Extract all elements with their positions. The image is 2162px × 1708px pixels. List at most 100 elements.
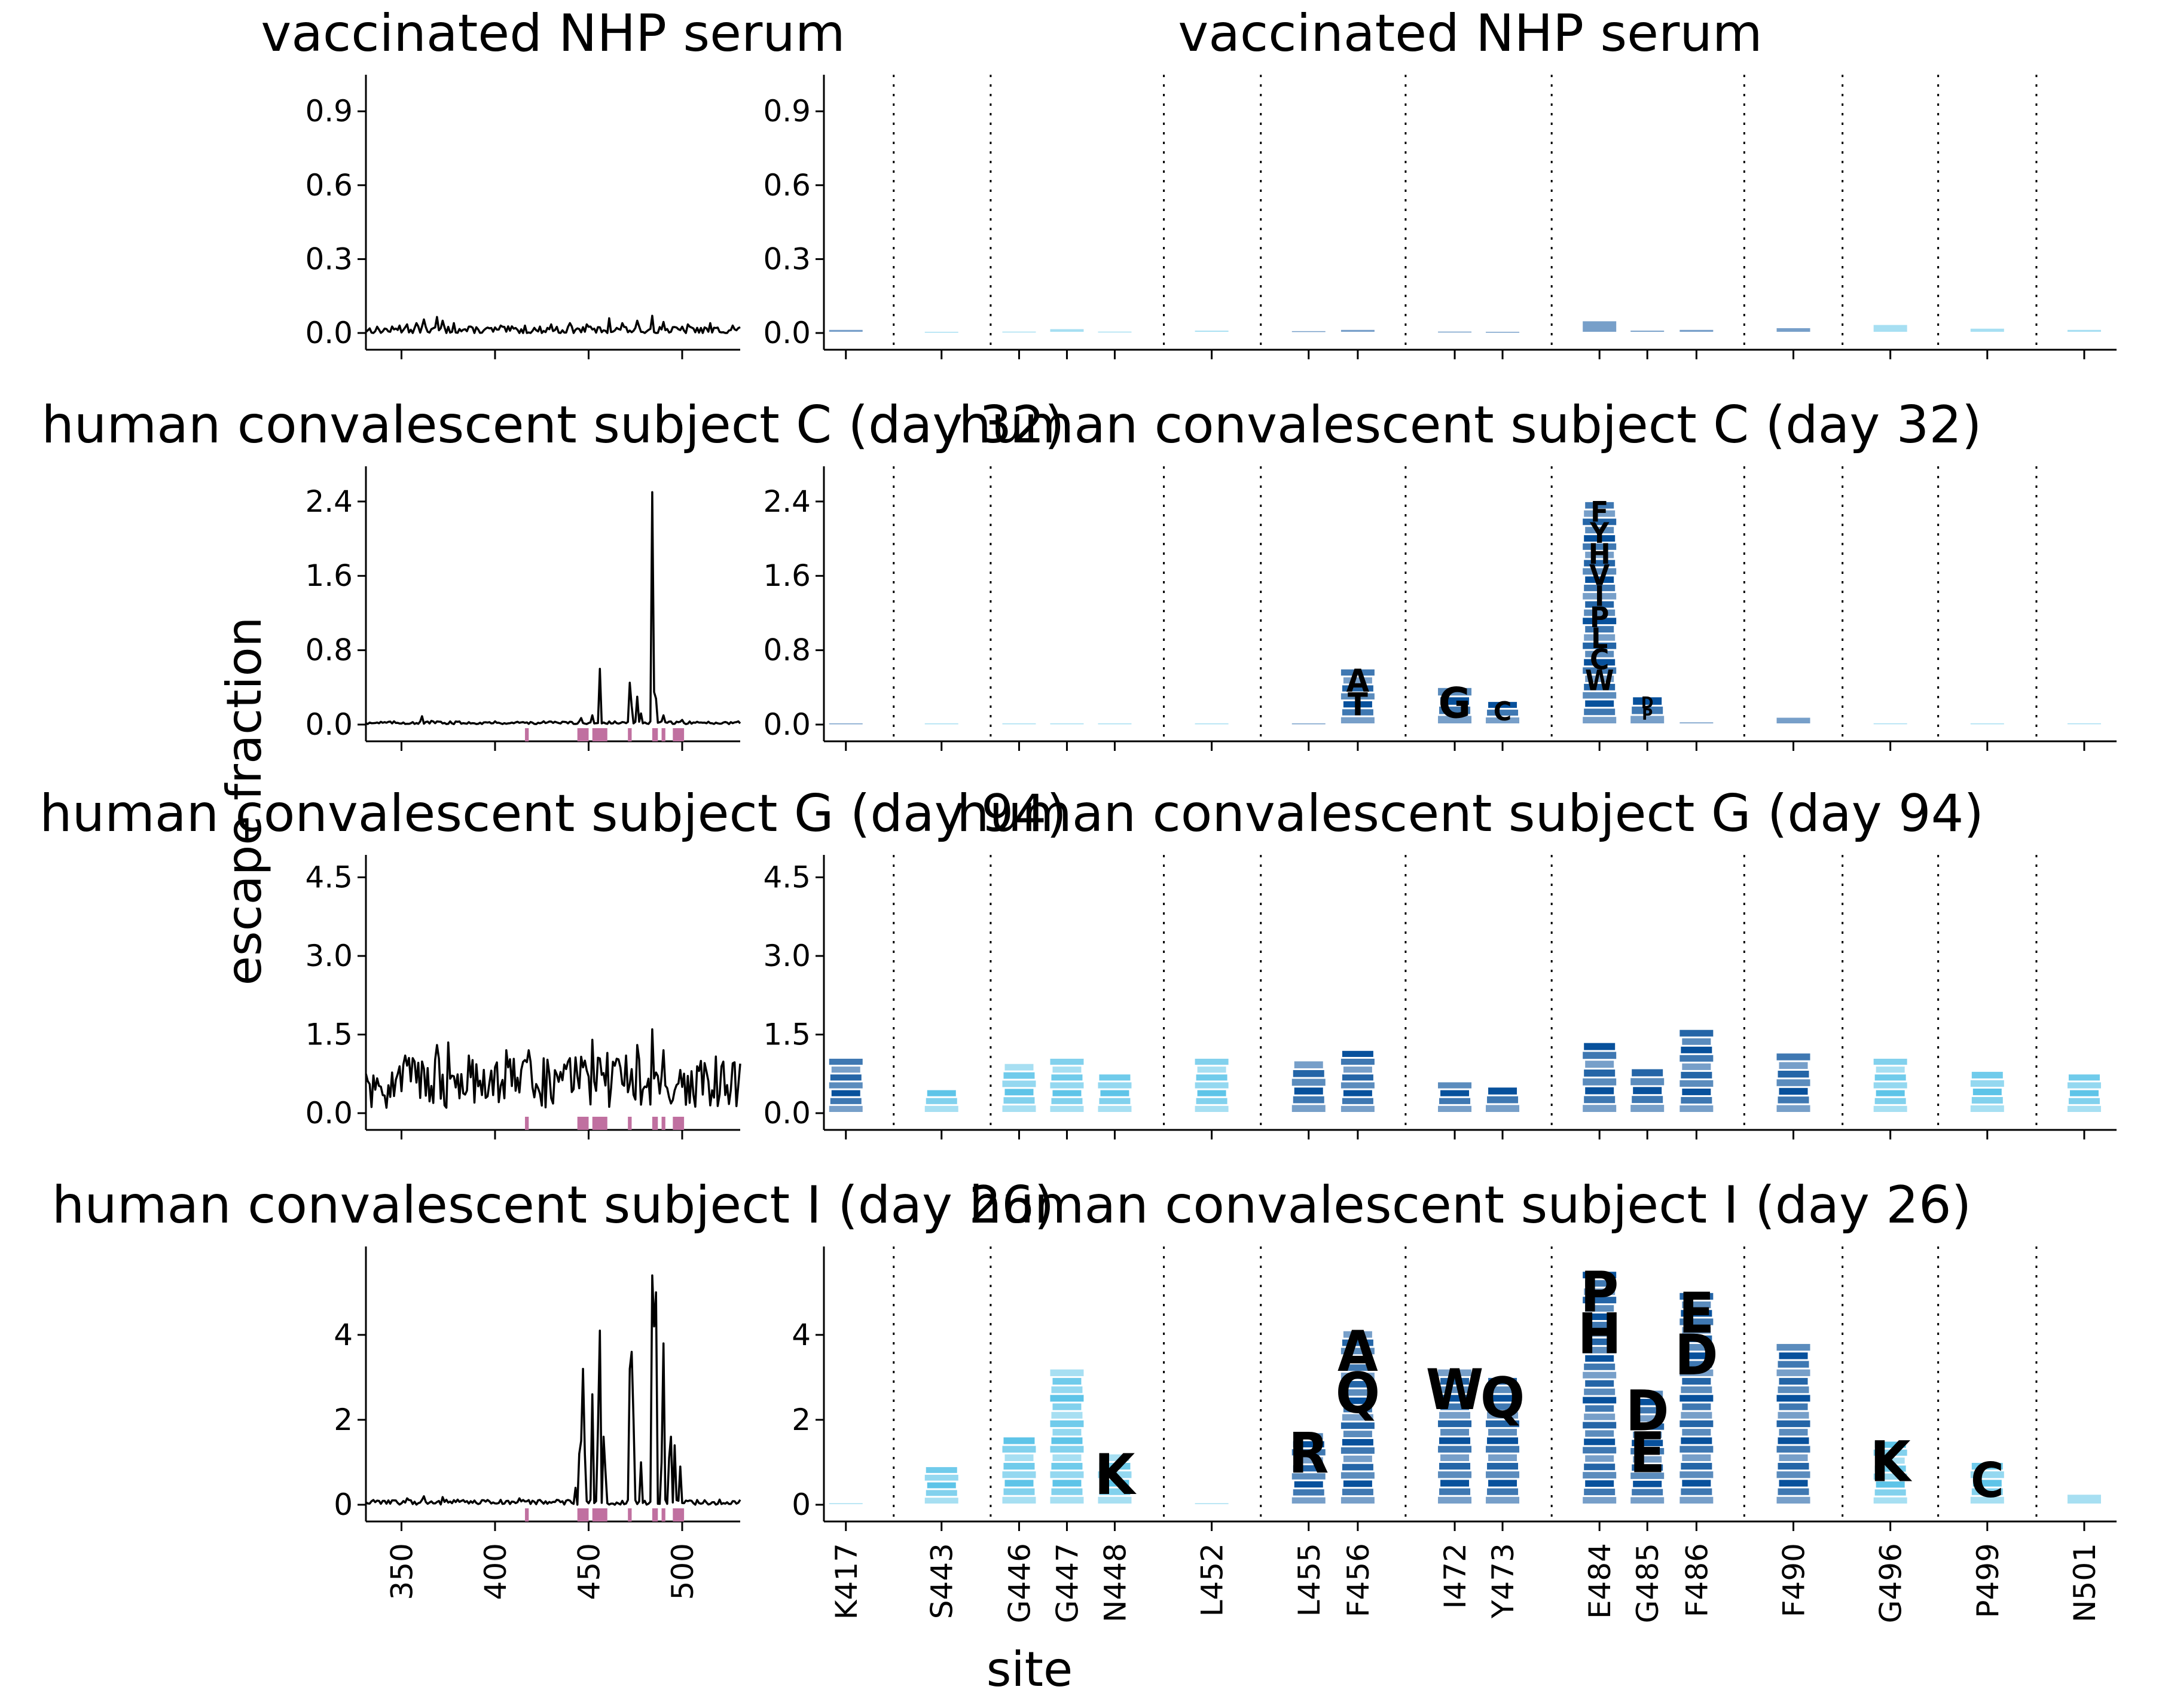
- logo-letter-stripe: [1584, 1438, 1616, 1446]
- logo-letter-stripe: [1971, 1071, 2003, 1078]
- logo-letter-stripe: [1585, 551, 1614, 558]
- logo-letter-stripe: [1343, 1331, 1372, 1338]
- logo-letter-stripe: [1585, 650, 1614, 658]
- logo-letter-stripe: [1679, 1420, 1714, 1428]
- logo-letter-stripe: [1874, 1465, 1906, 1472]
- logo-letter-stripe: [1098, 723, 1132, 725]
- logo-stack-n448: K: [1095, 1443, 1137, 1507]
- logo-letter-stripe: [1679, 1471, 1714, 1478]
- logo-letter-stripe: [1098, 1082, 1132, 1089]
- logo-letter-stripe: [1681, 1046, 1712, 1053]
- logo-letter-stripe: [1632, 1464, 1663, 1471]
- logo-letter-stripe: [926, 1098, 957, 1104]
- logo-letter-stripe: [1340, 1397, 1375, 1404]
- logo-letter-stripe: [1486, 1105, 1520, 1112]
- logo-letter-stripe: [1971, 1462, 2003, 1470]
- logo-letter: P: [1590, 601, 1609, 634]
- logo-letter-stripe: [1632, 1440, 1663, 1447]
- logo-letter-stripe: [1340, 1497, 1375, 1504]
- logo-letter-stripe: [1681, 1361, 1712, 1368]
- logo-stack-g446: [1002, 1437, 1036, 1504]
- logo-letter-stripe: [1293, 1096, 1324, 1104]
- y-tick-label: 1.5: [305, 1018, 353, 1052]
- logo-letter-stripe: [924, 1474, 958, 1481]
- logo-stack-f456: [1340, 329, 1375, 332]
- logo-letter-stripe: [2067, 723, 2101, 725]
- logo-letter-stripe: [1051, 1098, 1083, 1104]
- logo-letter-stripe: [1487, 1411, 1519, 1419]
- logo-stack-e484: PH: [1578, 1260, 1622, 1504]
- logo-stack-l455: [1291, 1061, 1326, 1112]
- y-tick-label: 1.6: [305, 558, 353, 593]
- logo-letter-stripe: [1970, 1496, 2004, 1504]
- logo-letter-stripe: [1876, 1090, 1905, 1096]
- logo-letter: F: [1590, 496, 1608, 528]
- logo-letter-stripe: [830, 1098, 862, 1104]
- logo-letter-stripe: [1195, 331, 1229, 332]
- escape-line: [365, 314, 741, 334]
- site-label: S443: [925, 1543, 960, 1619]
- logo-letter-stripe: [1438, 1420, 1472, 1428]
- y-tick-label: 0.6: [305, 168, 353, 203]
- highlight-site: [661, 1508, 665, 1521]
- logo-letter-stripe: [1585, 1355, 1614, 1362]
- logo-letter-stripe: [1438, 1105, 1472, 1112]
- logo-letter-stripe: [1343, 1480, 1372, 1487]
- logo-letter-stripe: [1340, 1082, 1375, 1089]
- escape-line: [365, 1028, 741, 1109]
- logo-letter-stripe: [1291, 1105, 1326, 1112]
- logo-letter-stripe: [1874, 1074, 1906, 1081]
- logo-stack-l452: [1195, 1503, 1229, 1504]
- logo-letter-stripe: [1003, 1072, 1035, 1079]
- logo-letter-stripe: [1340, 693, 1375, 700]
- logo-letter-stripe: [1873, 1058, 1907, 1065]
- logo-letter-stripe: [1630, 1078, 1665, 1086]
- logo-letter-stripe: [1196, 1098, 1227, 1104]
- logo-letter-stripe: [1439, 1488, 1471, 1495]
- logo-letter-stripe: [1679, 1029, 1714, 1037]
- logo-letter-stripe: [1779, 1352, 1808, 1359]
- y-tick-label: 4: [792, 1318, 811, 1352]
- logo-letter-stripe: [1342, 1339, 1373, 1346]
- y-tick-label: 4: [334, 1318, 353, 1352]
- highlight-site: [661, 1117, 665, 1130]
- logo-letter-stripe: [1050, 329, 1084, 332]
- highlight-site: [673, 1117, 685, 1130]
- y-tick-label: 2.4: [305, 484, 353, 519]
- logo-letter-stripe: [1488, 1377, 1517, 1385]
- logo-letter-stripe: [1340, 1422, 1375, 1429]
- logo-letter-stripe: [1632, 1489, 1663, 1496]
- logo-letter-stripe: [1583, 1297, 1617, 1304]
- logo-letter-stripe: [1776, 1496, 1810, 1504]
- logo-letter-stripe: [1439, 1098, 1471, 1104]
- x-tick-label: 500: [665, 1543, 700, 1600]
- site-label: N501: [2068, 1543, 2102, 1623]
- logo-stack-f456: AT: [1340, 662, 1375, 723]
- logo-letter-stripe: [1583, 1371, 1617, 1379]
- line-panel-1: human convalescent subject C (day 32) 0.0…: [41, 395, 1065, 751]
- highlight-site: [673, 728, 685, 741]
- site-label: G446: [1002, 1543, 1037, 1623]
- logo-letter-stripe: [1486, 717, 1520, 723]
- logo-stack-g446: [1002, 331, 1036, 333]
- logo-letter-stripe: [1630, 1497, 1665, 1504]
- logo-letter: W: [1585, 664, 1614, 697]
- logo-letter-stripe: [1293, 1489, 1324, 1496]
- logo-letter-stripe: [1584, 659, 1616, 666]
- logo-letter-stripe: [1679, 1105, 1714, 1112]
- logo-letter-stripe: [1679, 1369, 1714, 1376]
- logo-letter-stripe: [1486, 1446, 1520, 1453]
- logo-letter: Y: [1589, 517, 1610, 550]
- logo-letter-stripe: [1584, 683, 1616, 690]
- logo-letter-stripe: [1487, 1488, 1519, 1495]
- logo-letter-stripe: [1195, 1082, 1229, 1089]
- logo-letter-stripe: [1679, 1293, 1714, 1300]
- logo-letter-stripe: [1873, 1449, 1907, 1456]
- logo-letter-stripe: [1340, 669, 1375, 676]
- escape-line: [365, 491, 741, 725]
- logo-letter-stripe: [1630, 1472, 1665, 1479]
- logo-letter-stripe: [1100, 1480, 1129, 1487]
- logo-letter-stripe: [1291, 331, 1326, 332]
- y-tick-label: 0.0: [305, 316, 353, 350]
- logo-letter-stripe: [1195, 1058, 1229, 1065]
